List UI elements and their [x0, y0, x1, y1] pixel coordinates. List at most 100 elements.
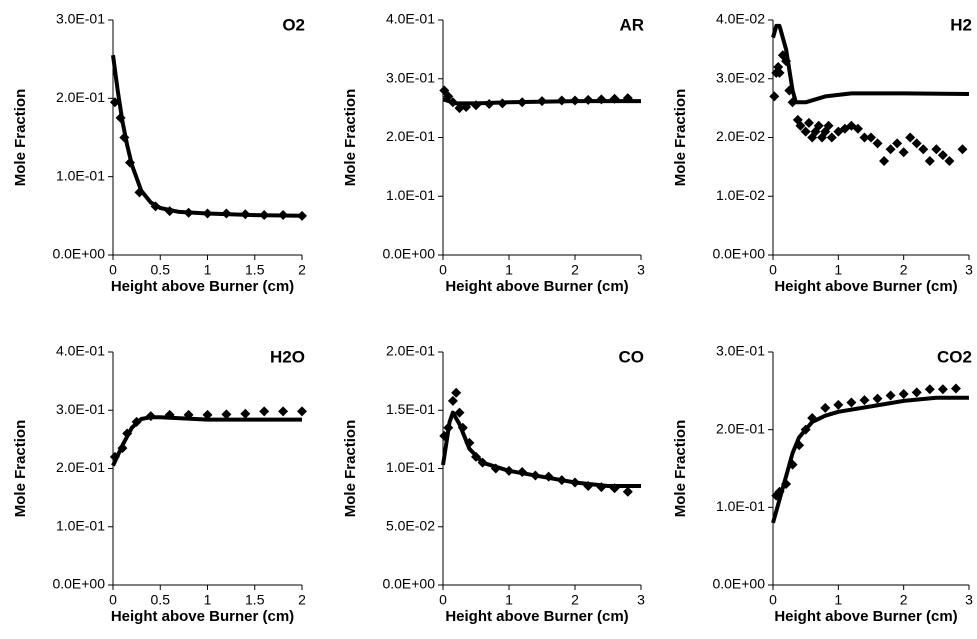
x-tick-label: 2 [298, 262, 306, 278]
data-point [787, 97, 798, 108]
data-point [443, 422, 454, 433]
x-axis-label: Height above Burner (cm) [111, 608, 294, 625]
y-tick-label: 0.0E+00 [712, 576, 765, 592]
data-point [221, 409, 232, 420]
data-point [240, 408, 251, 419]
panel: 0.0E+00 1.0E-01 2.0E-01 3.0E-01 4.0E-01 0 1 2 3H… [342, 11, 645, 295]
data-point [471, 100, 481, 111]
data-point [774, 67, 785, 78]
data-point [826, 132, 837, 143]
data-point [278, 210, 289, 221]
panel: 0.0E+001.0E-022.0E-023.0E-024.0E-020 1 2 3H… [672, 11, 973, 295]
data-point [807, 413, 818, 424]
y-tick-label: 1.0E-02 [716, 187, 765, 203]
data-point [477, 457, 488, 468]
data-point [769, 91, 780, 102]
x-axis-label: Height above Burner (cm) [111, 278, 294, 295]
data-point [596, 94, 607, 105]
data-point [504, 465, 514, 476]
data-point [879, 156, 890, 166]
y-tick-label: 1.0E-01 [716, 498, 765, 514]
data-point [911, 138, 922, 149]
y-tick-label: 2.0E-01 [386, 128, 435, 144]
x-tick-label: 2 [571, 262, 579, 278]
data-point [774, 486, 785, 497]
y-tick-label: 1.0E-01 [386, 459, 435, 475]
x-tick-label: 0 [109, 262, 117, 278]
data-point [109, 451, 120, 462]
model-line [441, 410, 641, 488]
y-tick-label: 0.0E+00 [382, 246, 435, 262]
data-point [787, 459, 798, 470]
data-point [454, 407, 465, 418]
data-point [866, 132, 876, 143]
x-tick-label: 2 [900, 592, 908, 608]
x-tick-label: 0 [109, 592, 117, 608]
y-axis-label: Mole Fraction [672, 420, 689, 518]
y-tick-label: 1.0E-01 [56, 167, 105, 183]
data-point [859, 395, 870, 406]
x-tick-label: 0 [769, 262, 777, 278]
data-point [183, 409, 194, 420]
data-point [131, 416, 142, 427]
model-line [771, 395, 969, 524]
x-tick-label: 2 [571, 592, 579, 608]
x-tick-label: 1 [834, 262, 842, 278]
data-point [800, 424, 811, 435]
y-tick-label: 3.0E-01 [56, 11, 105, 27]
data-point [259, 406, 270, 417]
data-point [833, 399, 844, 410]
y-tick-label: 3.0E-01 [716, 343, 765, 359]
data-point [905, 132, 916, 143]
data-point [803, 117, 814, 128]
panel-title: O2 [282, 15, 305, 34]
data-point [794, 440, 805, 451]
x-tick-label: 1 [505, 592, 513, 608]
data-point [795, 120, 806, 131]
data-point [781, 56, 792, 67]
data-point [820, 402, 831, 413]
data-point [872, 138, 883, 149]
data-point [898, 388, 909, 399]
data-point [119, 132, 130, 143]
x-tick-label: 0 [439, 262, 447, 278]
panel-title: CO [619, 347, 645, 366]
y-tick-label: 1.5E-01 [386, 401, 435, 417]
data-point [556, 95, 567, 106]
data-point [461, 101, 472, 112]
y-tick-label: 3.0E-01 [56, 401, 105, 417]
data-point [117, 443, 128, 454]
x-tick-label: 0.5 [151, 592, 171, 608]
y-tick-label: 0.0E+00 [712, 246, 765, 262]
data-point [781, 479, 792, 490]
y-axis-label: Mole Fraction [12, 89, 29, 187]
data-point [937, 150, 948, 161]
x-tick-label: 3 [965, 262, 973, 278]
x-tick-label: 3 [637, 592, 645, 608]
data-point [443, 91, 454, 102]
data-point [297, 210, 307, 221]
y-tick-label: 0.0E+00 [382, 576, 435, 592]
data-point [622, 486, 633, 497]
data-point [556, 475, 567, 486]
data-point [570, 477, 580, 488]
data-point [221, 208, 232, 219]
data-point [800, 126, 811, 137]
data-point [471, 451, 481, 462]
data-point [278, 406, 289, 417]
data-point [115, 112, 126, 123]
data-point [622, 93, 633, 104]
panel-title: H2 [950, 15, 972, 34]
data-point [297, 406, 307, 417]
panel: 0.0E+00 1.0E-01 2.0E-01 3.0E-01 0 0.5 1 1.5 2Hei… [12, 11, 307, 295]
data-point [885, 390, 896, 401]
y-tick-label: 2.0E-01 [56, 89, 105, 105]
y-tick-label: 5.0E-02 [386, 517, 435, 533]
data-point [517, 97, 528, 108]
x-tick-label: 1.5 [245, 592, 265, 608]
x-axis-label: Height above Burner (cm) [445, 608, 628, 625]
data-point [464, 437, 475, 448]
data-point [898, 147, 909, 158]
data-point [125, 157, 136, 168]
